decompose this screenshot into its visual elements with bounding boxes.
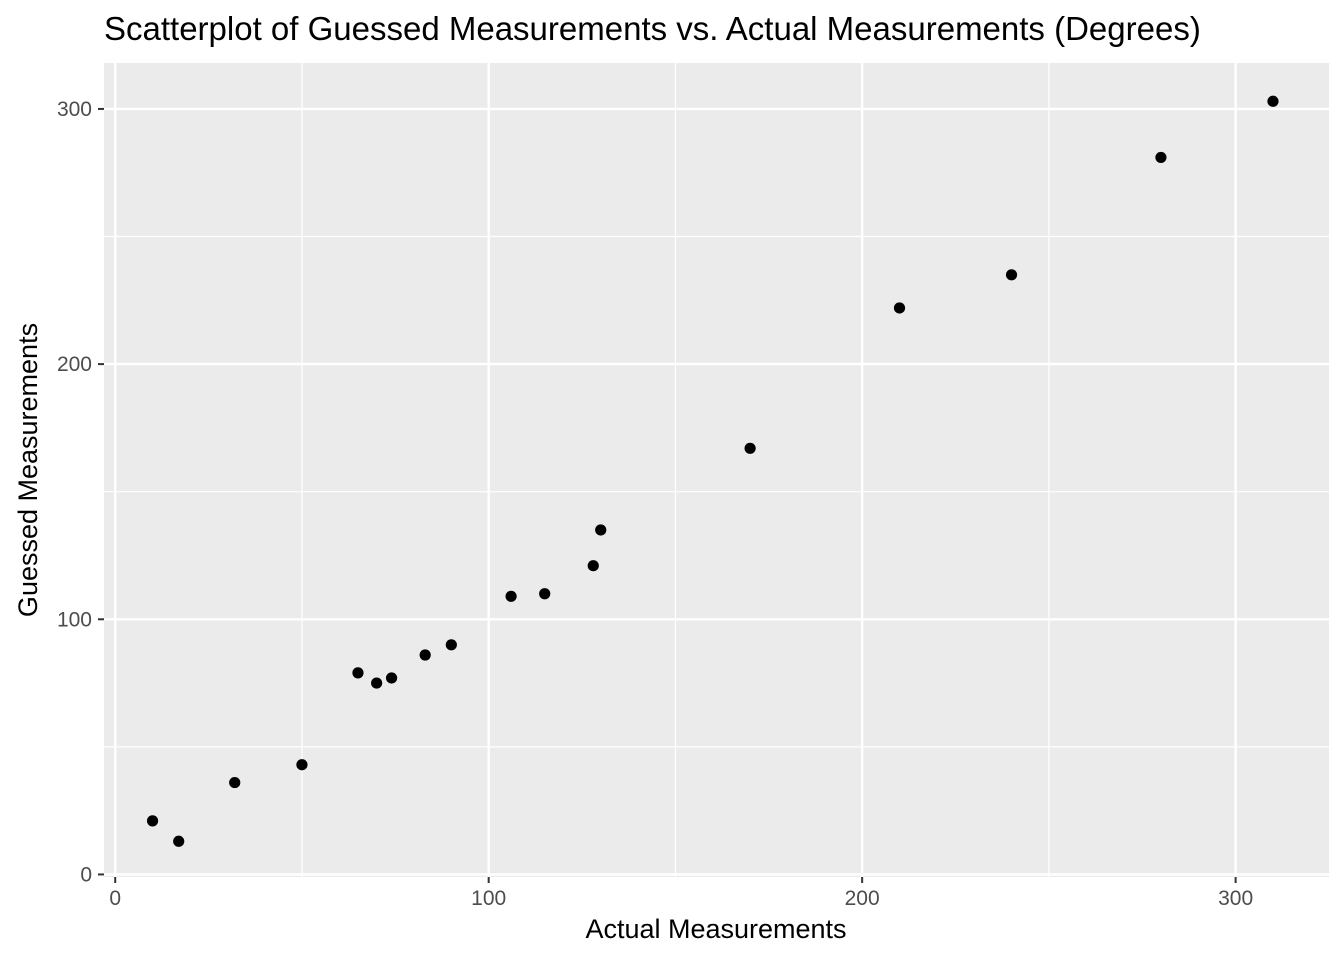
data-point <box>1267 95 1279 107</box>
data-point <box>419 649 431 661</box>
data-point <box>1155 151 1167 164</box>
x-tick-label: 0 <box>109 887 121 910</box>
y-axis-title: Guessed Measurements <box>13 323 43 617</box>
x-axis-title: Actual Measurements <box>585 914 846 944</box>
data-point <box>539 588 551 600</box>
data-point <box>505 590 517 602</box>
data-point <box>229 776 241 789</box>
data-point <box>371 677 383 689</box>
data-point <box>445 639 457 651</box>
y-tick-label: 100 <box>57 608 92 631</box>
data-point <box>587 560 599 572</box>
y-axis: 0 100 200 300 <box>57 98 104 886</box>
data-point <box>173 835 185 847</box>
data-points <box>146 95 1279 847</box>
x-tick-label: 100 <box>471 887 506 910</box>
data-point <box>385 672 398 684</box>
x-tick-label: 300 <box>1218 887 1253 910</box>
data-point <box>595 524 607 536</box>
data-point <box>352 667 364 679</box>
x-axis: 0 100 200 300 <box>109 877 1253 910</box>
data-point <box>296 759 308 771</box>
data-point <box>146 815 159 827</box>
chart-title: Scatterplot of Guessed Measurements vs. … <box>104 10 1201 47</box>
data-point <box>744 442 756 454</box>
major-grid <box>104 63 1329 877</box>
data-point <box>1005 269 1018 281</box>
plot-panel <box>104 63 1329 877</box>
y-tick-label: 300 <box>57 98 92 121</box>
x-tick-label: 200 <box>845 887 880 910</box>
y-tick-label: 0 <box>80 863 92 886</box>
y-tick-label: 200 <box>57 353 92 376</box>
data-point <box>893 302 906 314</box>
minor-grid <box>104 63 1329 877</box>
